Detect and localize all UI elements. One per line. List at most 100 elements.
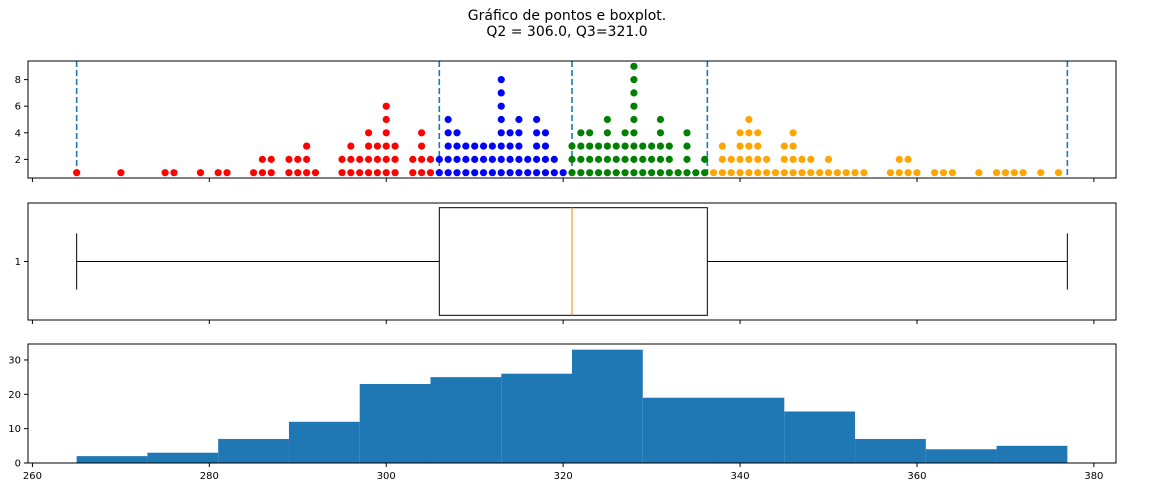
dot-point	[303, 169, 311, 177]
dot-point	[418, 155, 426, 163]
dot-point	[382, 169, 390, 177]
dot-point	[833, 169, 841, 177]
dot-point	[409, 169, 417, 177]
dot-point	[382, 142, 390, 150]
dot-point	[303, 155, 311, 163]
dot-point	[612, 155, 620, 163]
dot-point	[214, 169, 222, 177]
dot-point	[648, 155, 656, 163]
dot-point	[709, 169, 718, 177]
dot-point	[612, 169, 620, 177]
dot-point	[621, 129, 629, 137]
dot-point	[117, 169, 125, 177]
dot-point	[515, 129, 523, 137]
y-tick-label: 20	[8, 390, 21, 401]
dot-point	[630, 62, 638, 70]
dot-point	[356, 169, 364, 177]
histogram-bar	[642, 397, 714, 463]
dot-point	[630, 76, 638, 84]
dot-point	[471, 142, 479, 150]
dot-point	[294, 155, 302, 163]
dot-point	[364, 155, 373, 163]
dot-point	[444, 115, 452, 124]
dot-point	[577, 169, 585, 177]
dot-point	[161, 169, 169, 177]
dot-point	[347, 155, 355, 163]
dot-point	[586, 155, 594, 163]
dot-point	[665, 155, 673, 163]
axes-frame	[27, 60, 1117, 179]
dot-point	[745, 142, 753, 150]
dot-point	[603, 155, 611, 163]
dot-point	[718, 155, 726, 163]
dot-point	[462, 142, 470, 150]
dot-point	[701, 169, 709, 177]
dot-point	[701, 155, 709, 163]
dot-point	[771, 169, 780, 177]
dot-point	[851, 169, 859, 177]
dot-point	[479, 155, 488, 163]
dot-point	[497, 89, 505, 97]
dot-point	[356, 155, 364, 163]
y-tick-label: 8	[15, 75, 21, 86]
dot-point	[311, 169, 320, 177]
dot-point	[586, 129, 594, 137]
dot-point	[497, 102, 505, 110]
dot-point	[621, 169, 629, 177]
dot-point	[603, 115, 611, 124]
dot-point	[418, 142, 426, 150]
dot-point	[789, 155, 797, 163]
dot-point	[736, 142, 744, 150]
x-tick-label: 260	[23, 471, 42, 482]
dot-point	[515, 169, 523, 177]
dot-point	[824, 169, 833, 177]
chart-title-line-1: Gráfico de pontos e boxplot.	[468, 8, 666, 24]
dot-point	[541, 155, 550, 163]
dot-point	[807, 155, 815, 163]
dot-point	[745, 169, 753, 177]
dot-point	[594, 155, 603, 163]
dot-point	[382, 129, 390, 137]
dot-point	[497, 115, 505, 124]
dot-point	[630, 155, 638, 163]
dot-point	[886, 169, 895, 177]
dot-point	[426, 155, 435, 163]
dot-point	[418, 169, 426, 177]
histogram-bar	[288, 421, 360, 463]
dot-point	[807, 169, 815, 177]
dot-point	[426, 169, 435, 177]
histogram-bar	[572, 349, 643, 463]
dot-point	[444, 142, 452, 150]
dot-point	[373, 169, 381, 177]
dot-point	[338, 169, 346, 177]
dot-point	[780, 169, 788, 177]
histogram-bar	[501, 373, 572, 463]
dot-point	[373, 155, 381, 163]
dot-point	[674, 169, 682, 177]
dot-point	[630, 102, 638, 110]
dot-point	[479, 169, 488, 177]
dot-point	[895, 169, 903, 177]
axes-frame	[27, 343, 1117, 464]
dot-point	[975, 169, 983, 177]
dot-point	[913, 169, 921, 177]
dot-point	[488, 155, 496, 163]
dot-point	[763, 169, 771, 177]
dot-point	[736, 129, 744, 137]
dot-point	[789, 169, 797, 177]
dot-point	[303, 142, 311, 150]
dot-point	[515, 155, 523, 163]
dot-point	[497, 76, 505, 84]
histogram-bar	[359, 384, 431, 463]
dot-point	[506, 142, 514, 150]
dot-point	[789, 142, 797, 150]
histogram-bar	[430, 377, 502, 463]
dot-point	[258, 155, 267, 163]
dot-point	[630, 129, 638, 137]
dot-point	[630, 89, 638, 97]
dot-point	[550, 169, 558, 177]
dot-point	[524, 155, 532, 163]
dot-point	[754, 129, 762, 137]
dot-point	[533, 115, 541, 124]
